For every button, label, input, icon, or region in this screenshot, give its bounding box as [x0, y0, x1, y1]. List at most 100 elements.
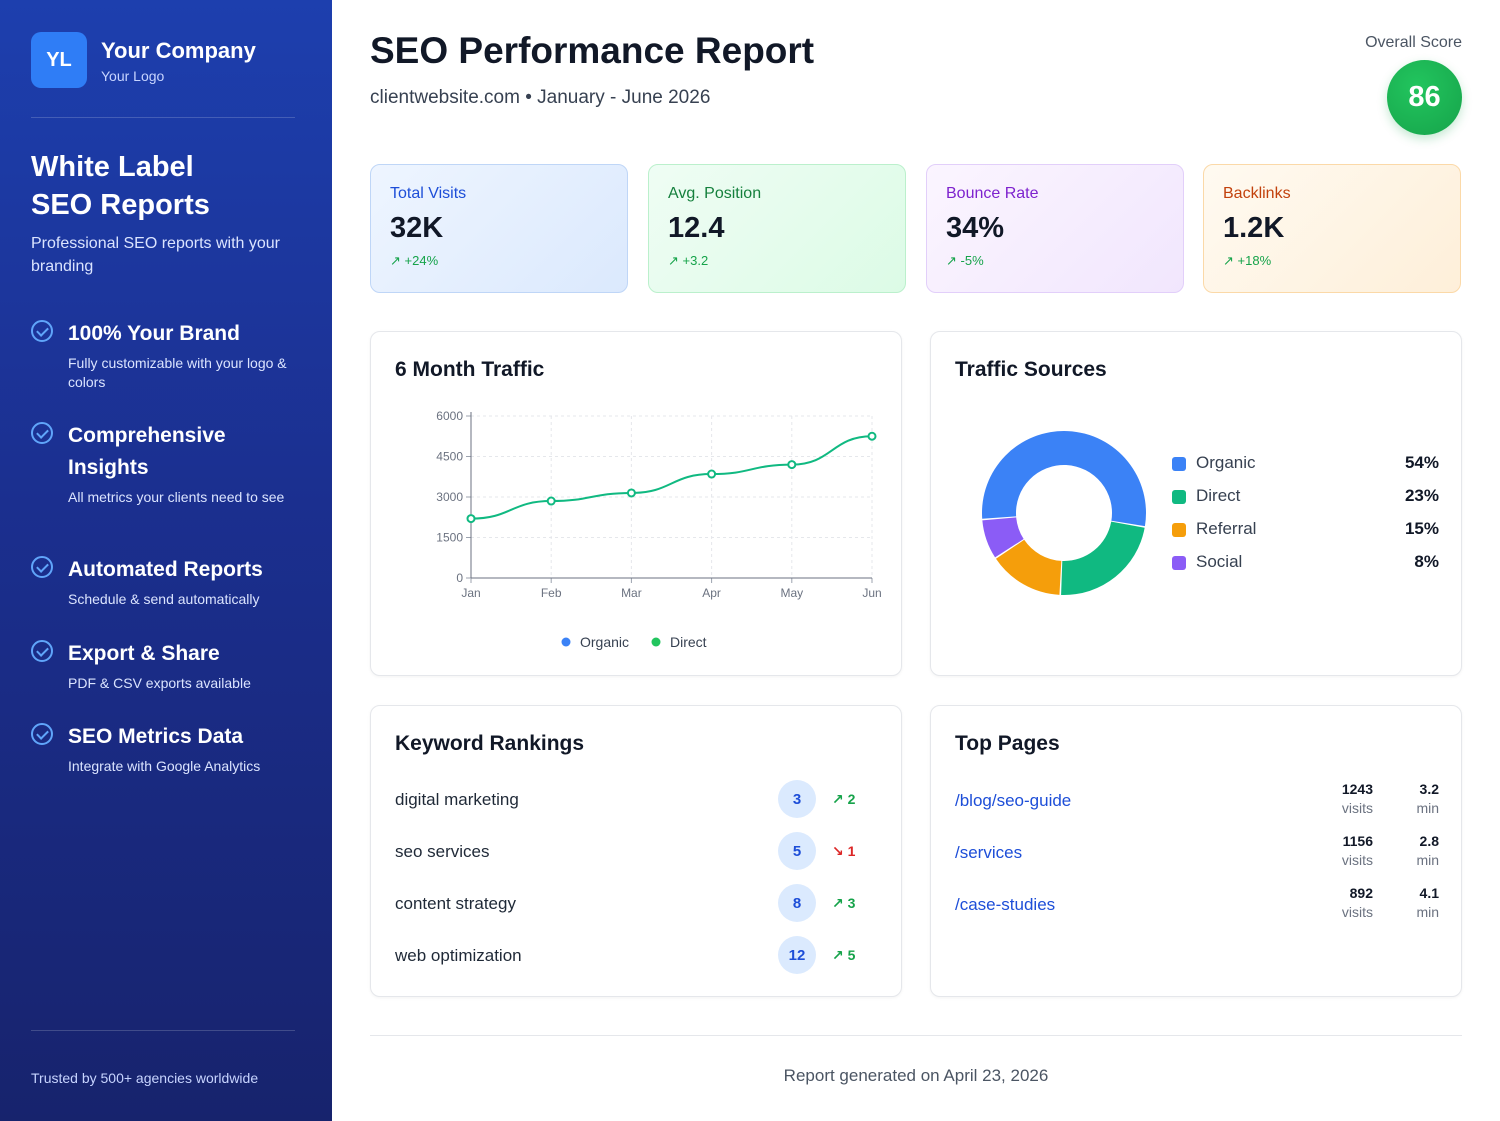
sidebar-divider — [31, 117, 295, 118]
x-tick-label: Feb — [541, 586, 562, 600]
sidebar-footer: Trusted by 500+ agencies worldwide — [31, 1070, 259, 1086]
feature-title: Comprehensive Insights — [68, 424, 226, 479]
y-tick-label: 0 — [456, 571, 463, 585]
stat-change-value: -5% — [960, 253, 984, 268]
legend-swatch — [1172, 523, 1186, 537]
check-circle-icon — [31, 556, 53, 578]
keyword-position-badge: 12 — [778, 936, 816, 974]
sidebar-description: Professional SEO reports with your brand… — [31, 235, 280, 275]
arrow-up-icon: ↗ — [832, 895, 848, 911]
donut-slice-referral — [995, 539, 1062, 595]
visits-count: 1156 — [1342, 833, 1373, 849]
page-url-link[interactable]: /case-studies — [955, 895, 1056, 914]
keyword-row: digital marketing 3 ↗ 2 — [395, 780, 879, 820]
time-value: 4.1 — [1419, 885, 1439, 901]
legend-dot — [651, 637, 661, 647]
source-legend-item: Organic 54% — [1172, 453, 1439, 475]
data-point — [626, 488, 636, 498]
stat-change: ↗ +18% — [1223, 253, 1441, 269]
report-footer: Report generated on April 23, 2026 — [783, 1066, 1049, 1085]
time-unit: min — [1416, 852, 1439, 868]
data-point — [867, 431, 877, 441]
legend-dot — [561, 637, 571, 647]
keyword-change: ↗ 3 — [832, 895, 855, 912]
keyword-rankings-title: Keyword Rankings — [395, 732, 585, 755]
legend-label: Organic — [580, 634, 629, 650]
source-name: Referral — [1196, 519, 1257, 538]
page-url-link[interactable]: /services — [955, 843, 1023, 862]
source-percent: 54% — [1404, 453, 1439, 472]
traffic-chart-title: 6 Month Traffic — [395, 358, 545, 381]
legend-swatch — [1172, 490, 1186, 504]
stat-value: 1.2K — [1223, 212, 1285, 244]
footer-divider — [370, 1035, 1462, 1036]
y-tick-label: 6000 — [436, 409, 463, 423]
data-point — [546, 496, 556, 506]
top-page-row: /case-studies 892 visits 4.1 min — [955, 884, 1439, 928]
donut-slice-organic — [982, 431, 1146, 527]
time-unit: min — [1416, 800, 1439, 816]
stat-change-value: +3.2 — [682, 253, 709, 268]
stat-card-avg-position: Avg. Position 12.4 ↗ +3.2 — [648, 164, 906, 293]
source-percent: 8% — [1414, 552, 1439, 571]
time-value: 3.2 — [1419, 781, 1439, 797]
stat-card-bounce-rate: Bounce Rate 34% ↗ -5% — [926, 164, 1184, 293]
visits-unit: visits — [1341, 904, 1373, 920]
feature-description: PDF & CSV exports available — [68, 675, 251, 691]
page-time: 3.2 min — [1416, 780, 1439, 818]
stat-value: 34% — [946, 212, 1005, 244]
x-tick-label: Mar — [621, 586, 642, 600]
keyword-change-value: 5 — [847, 947, 856, 963]
company-name: Your Company — [101, 38, 256, 63]
stat-label: Total Visits — [390, 185, 467, 202]
source-name: Organic — [1196, 453, 1256, 472]
feature-item: 100% Your Brand Fully customizable with … — [31, 318, 311, 392]
page-url-link[interactable]: /blog/seo-guide — [955, 791, 1072, 810]
data-point — [707, 469, 717, 479]
keyword-change-value: 2 — [847, 791, 856, 807]
source-legend-item: Direct 23% — [1172, 486, 1439, 508]
keyword-text: seo services — [395, 842, 490, 861]
feature-title: Export & Share — [68, 642, 220, 665]
series-line-direct — [470, 435, 873, 520]
feature-title: SEO Metrics Data — [68, 725, 244, 748]
check-circle-icon — [31, 422, 53, 444]
trend-up-icon: ↗ — [946, 253, 961, 268]
stat-change-value: +24% — [404, 253, 439, 268]
feature-item: SEO Metrics Data Integrate with Google A… — [31, 721, 311, 776]
feature-title: Automated Reports — [68, 558, 263, 581]
top-pages-panel: Top Pages /blog/seo-guide 1243 visits 3.2… — [930, 705, 1462, 997]
legend-label: Direct — [670, 634, 707, 650]
check-circle-icon — [31, 320, 53, 342]
keyword-change: ↗ 2 — [832, 791, 855, 808]
source-legend-item: Referral 15% — [1172, 519, 1439, 541]
sidebar-title-line2: SEO Reports — [31, 189, 210, 221]
page-time: 2.8 min — [1416, 832, 1439, 870]
visits-unit: visits — [1341, 852, 1373, 868]
visits-count: 1243 — [1341, 781, 1373, 797]
legend-swatch — [1172, 457, 1186, 471]
donut-slice-direct — [1061, 521, 1145, 595]
sidebar-divider — [31, 1030, 295, 1031]
feature-description: All metrics your clients need to see — [68, 489, 285, 505]
stat-value: 12.4 — [668, 212, 725, 244]
traffic-sources-panel: Traffic Sources Organic 54% Direct 23% R… — [930, 331, 1462, 676]
feature-description: Schedule & send automatically — [68, 591, 260, 607]
keyword-row: content strategy 8 ↗ 3 — [395, 884, 879, 924]
keyword-text: digital marketing — [395, 790, 519, 809]
feature-item: Automated Reports Schedule & send automa… — [31, 554, 311, 609]
company-logo: YL — [31, 32, 87, 88]
y-tick-label: 4500 — [436, 450, 463, 464]
company-logo-caption: Your Logo — [101, 68, 165, 84]
keyword-change: ↘ 1 — [832, 843, 855, 860]
traffic-chart-panel: 6 Month Traffic 0 1500 3000 4500 6000 Jan Feb M… — [370, 331, 902, 676]
check-circle-icon — [31, 640, 53, 662]
sidebar-title: White Label SEO Reports — [31, 148, 311, 224]
arrow-up-icon: ↗ — [832, 947, 848, 963]
legend-swatch — [1172, 556, 1186, 570]
x-tick-label: Jun — [862, 586, 881, 600]
page-subtitle: clientwebsite.com • January - June 2026 — [370, 87, 711, 108]
keyword-row: seo services 5 ↘ 1 — [395, 832, 879, 872]
trend-up-icon: ↗ — [1223, 253, 1238, 268]
source-legend-item: Social 8% — [1172, 552, 1439, 574]
